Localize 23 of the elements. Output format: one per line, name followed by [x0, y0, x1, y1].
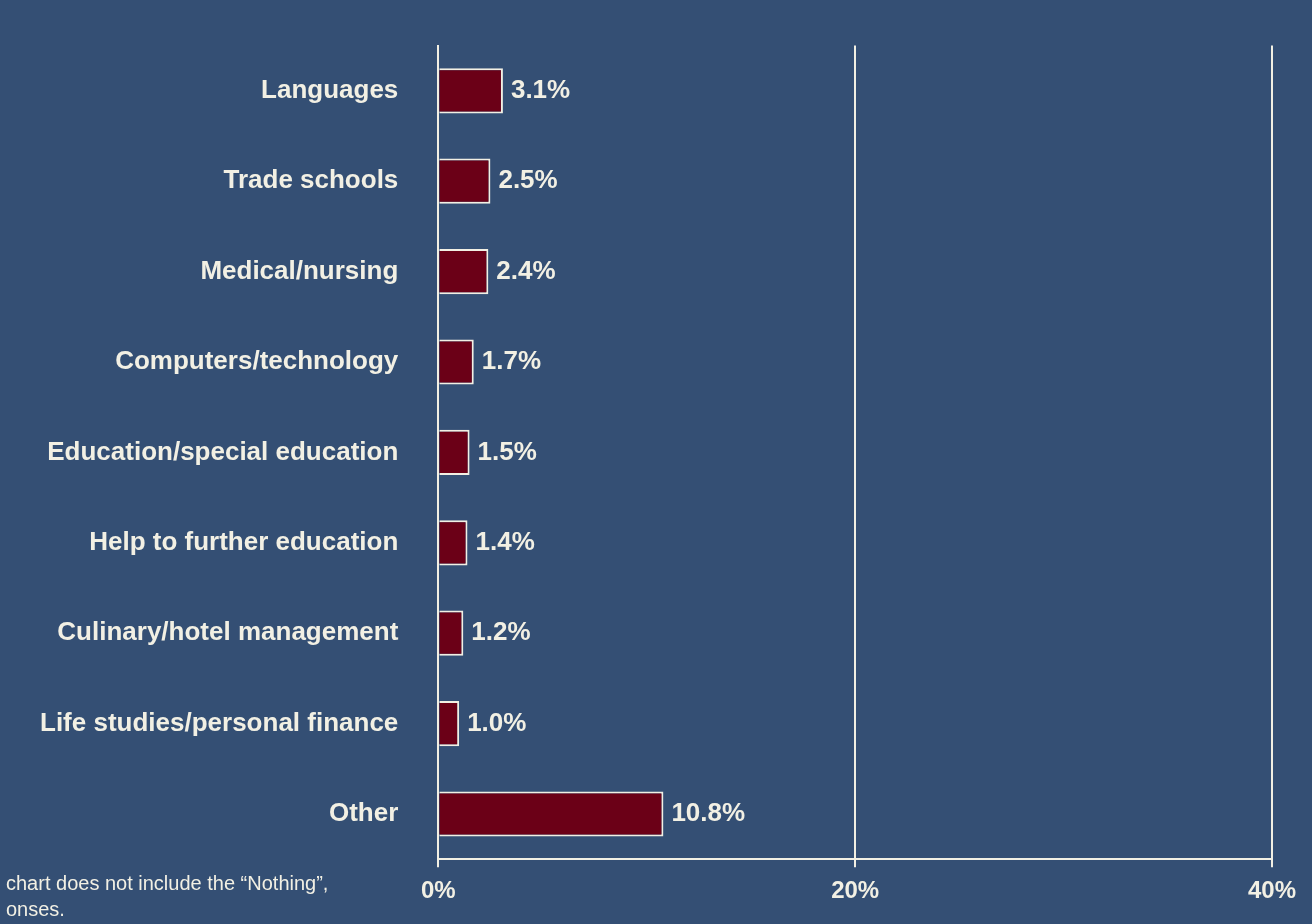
data-label: 1.2% [471, 616, 531, 647]
y-tick-label: Languages [261, 73, 399, 104]
x-tick-label: 0% [420, 876, 456, 904]
text: onses. [6, 898, 65, 920]
y-tick-label: Medical/nursing [200, 254, 399, 285]
text: chart does not include the “Nothing”, [6, 872, 329, 894]
y-tick-label: Culinary/hotel management [57, 616, 399, 647]
x-tick-label: 20% [831, 876, 880, 904]
data-label: 1.4% [475, 525, 535, 556]
y-tick-label: Trade schools [223, 164, 399, 195]
y-tick-label: Other [328, 797, 399, 828]
x-tick-label: 40% [1247, 876, 1297, 904]
data-label: 2.5% [498, 164, 558, 195]
data-label: 1.0% [467, 706, 527, 737]
y-tick-label: Life studies/personal finance [40, 706, 399, 737]
data-label: 10.8% [671, 797, 746, 828]
y-tick-label: Help to further education [89, 525, 399, 556]
data-label: 1.7% [481, 345, 542, 376]
y-tick-label: Education/special education [47, 435, 399, 466]
data-label: 2.4% [496, 254, 556, 285]
data-label: 1.5% [477, 435, 537, 466]
data-label: 3.1% [510, 73, 571, 104]
y-tick-label: Computers/technology [115, 345, 399, 376]
